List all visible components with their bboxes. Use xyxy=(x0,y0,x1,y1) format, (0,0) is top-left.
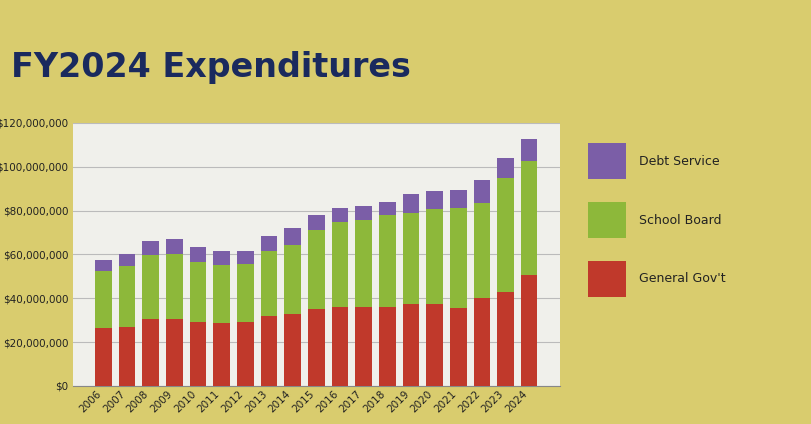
Bar xyxy=(379,215,396,307)
Bar xyxy=(450,190,466,209)
Bar xyxy=(308,309,324,386)
Bar xyxy=(355,206,372,220)
Bar xyxy=(497,292,514,386)
Bar xyxy=(450,209,466,308)
Bar xyxy=(355,220,372,307)
Bar xyxy=(450,308,466,386)
Bar xyxy=(588,202,626,238)
Bar xyxy=(427,304,443,386)
Bar xyxy=(190,322,206,386)
Bar xyxy=(285,245,301,314)
Bar xyxy=(402,304,419,386)
Bar xyxy=(190,247,206,262)
Bar xyxy=(308,215,324,230)
Bar xyxy=(166,239,182,254)
Text: School Board: School Board xyxy=(639,214,721,226)
Bar xyxy=(237,264,254,322)
Bar xyxy=(143,256,159,319)
Bar xyxy=(285,228,301,245)
Bar xyxy=(379,307,396,386)
Text: FY2024 Expenditures: FY2024 Expenditures xyxy=(11,51,410,84)
Bar xyxy=(95,271,112,328)
Bar xyxy=(118,266,135,326)
Bar xyxy=(143,241,159,256)
Bar xyxy=(588,143,626,179)
Bar xyxy=(332,208,348,221)
Text: General Gov't: General Gov't xyxy=(639,272,725,285)
Bar xyxy=(521,275,538,386)
Bar xyxy=(402,194,419,213)
Bar xyxy=(260,236,277,251)
Bar xyxy=(143,319,159,386)
Bar xyxy=(213,324,230,386)
Bar xyxy=(474,203,490,298)
Bar xyxy=(474,180,490,203)
Bar xyxy=(402,213,419,304)
Bar xyxy=(521,161,538,275)
Bar xyxy=(427,209,443,304)
Bar xyxy=(260,251,277,316)
Bar xyxy=(308,230,324,309)
Bar xyxy=(213,251,230,265)
Text: Debt Service: Debt Service xyxy=(639,155,719,168)
Bar xyxy=(427,191,443,209)
Bar xyxy=(355,307,372,386)
Bar xyxy=(332,222,348,307)
Bar xyxy=(190,262,206,322)
Bar xyxy=(213,265,230,324)
Bar xyxy=(166,254,182,319)
Bar xyxy=(237,322,254,386)
Bar xyxy=(497,178,514,292)
Bar xyxy=(95,328,112,386)
Bar xyxy=(497,158,514,178)
Bar xyxy=(332,307,348,386)
Bar xyxy=(285,314,301,386)
Bar xyxy=(474,298,490,386)
Bar xyxy=(588,261,626,297)
Bar xyxy=(118,326,135,386)
Bar xyxy=(379,202,396,215)
Bar xyxy=(260,316,277,386)
Bar xyxy=(237,251,254,264)
Bar xyxy=(521,139,538,161)
Bar xyxy=(118,254,135,266)
Bar xyxy=(166,319,182,386)
Bar xyxy=(95,260,112,271)
